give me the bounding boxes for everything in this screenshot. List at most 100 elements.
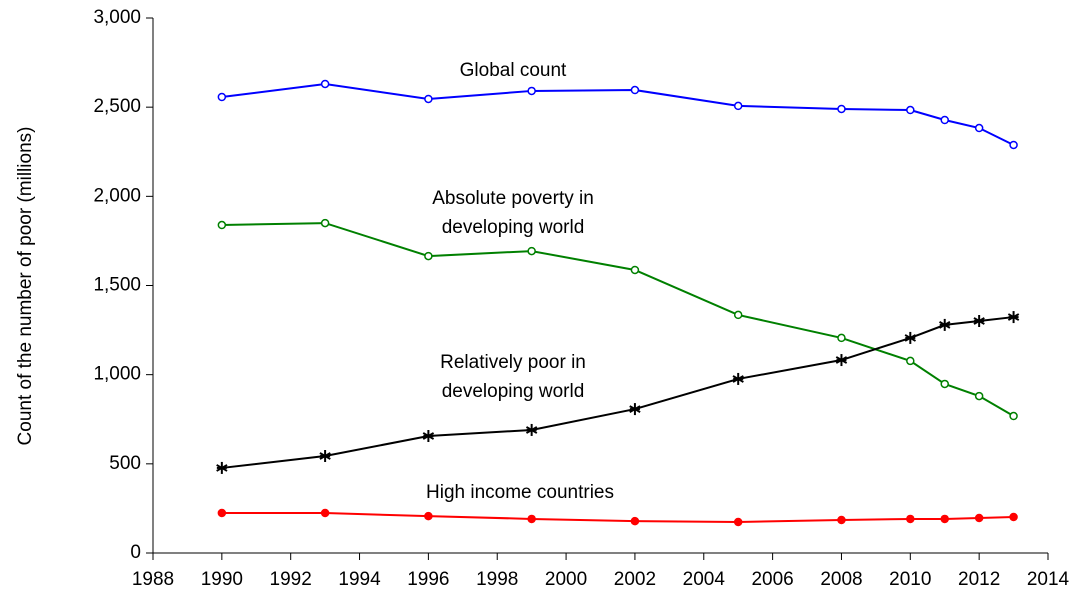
point — [1009, 512, 1018, 522]
point — [527, 246, 536, 256]
point — [216, 461, 228, 474]
point — [940, 514, 949, 524]
point — [217, 92, 227, 102]
point-circle — [1009, 140, 1018, 150]
y-tick-label: 1,000 — [93, 364, 141, 385]
point-circle — [733, 517, 743, 527]
point — [974, 391, 984, 401]
point — [630, 85, 640, 95]
point — [320, 79, 330, 89]
x-tick-label: 2008 — [820, 569, 862, 590]
point-circle — [217, 92, 227, 102]
point — [319, 449, 331, 462]
x-tick-label: 2014 — [1027, 569, 1070, 590]
x-tick-label: 2010 — [889, 569, 931, 590]
x-tick-label: 2006 — [751, 569, 793, 590]
point — [424, 511, 433, 521]
point — [906, 356, 915, 366]
point — [837, 333, 846, 343]
point — [973, 314, 985, 327]
point — [733, 310, 743, 320]
x-tick-label: 1990 — [201, 569, 243, 590]
x-tick-label: 1988 — [132, 569, 174, 590]
y-tick-label: 3,000 — [93, 7, 141, 28]
point — [424, 251, 433, 261]
point — [939, 318, 951, 331]
point-circle — [906, 105, 915, 115]
point — [904, 331, 917, 344]
point — [1009, 140, 1018, 150]
point-circle — [630, 265, 640, 275]
point-circle — [527, 86, 536, 96]
point — [733, 101, 743, 111]
x-tick-label: 2012 — [958, 569, 1000, 590]
point-circle — [320, 79, 330, 89]
point-circle — [424, 94, 433, 104]
point-circle — [733, 101, 743, 111]
point-circle — [837, 515, 846, 525]
point-circle — [974, 513, 984, 523]
y-tick-label: 2,500 — [93, 96, 141, 117]
point — [835, 354, 848, 367]
point-circle — [217, 508, 227, 518]
point — [527, 86, 536, 96]
x-tick-label: 2002 — [614, 569, 656, 590]
y-tick-label: 2,000 — [93, 185, 141, 206]
point-circle — [1009, 411, 1018, 421]
x-tick-label: 1992 — [270, 569, 312, 590]
point-circle — [424, 511, 433, 521]
point — [906, 514, 915, 524]
point-circle — [1009, 512, 1018, 522]
point-circle — [527, 514, 536, 524]
point — [320, 218, 330, 228]
point — [422, 430, 435, 443]
x-tick-label: 2004 — [683, 569, 726, 590]
point-circle — [217, 220, 227, 230]
point — [424, 94, 433, 104]
series-label: Absolute poverty in developing world — [432, 188, 594, 238]
point — [974, 123, 984, 133]
point-circle — [630, 516, 640, 526]
point — [527, 514, 536, 524]
point-circle — [320, 508, 330, 518]
series-line — [221, 512, 1014, 523]
series-label: Global count — [459, 60, 567, 81]
point-circle — [906, 356, 915, 366]
point-circle — [527, 246, 536, 256]
point-circle — [974, 391, 984, 401]
y-tick-label: 0 — [130, 542, 141, 563]
point-circle — [906, 514, 915, 524]
point-circle — [940, 115, 949, 125]
series-label: Relatively poor in developing world — [440, 352, 586, 402]
point-circle — [974, 123, 984, 133]
point — [217, 220, 227, 230]
y-tick-label: 1,500 — [93, 275, 141, 296]
point-circle — [940, 379, 949, 389]
point-circle — [320, 218, 330, 228]
x-tick-label: 1996 — [407, 569, 449, 590]
point — [1007, 311, 1020, 324]
point — [1009, 411, 1018, 421]
point — [320, 508, 330, 518]
point — [940, 115, 949, 125]
x-tick-label: 1998 — [476, 569, 518, 590]
point-circle — [837, 333, 846, 343]
point-circle — [630, 85, 640, 95]
y-tick-label: 500 — [109, 453, 141, 474]
y-axis-label: Count of the number of poor (millions) — [15, 127, 36, 446]
point — [974, 513, 984, 523]
point — [940, 379, 949, 389]
point — [837, 515, 846, 525]
series-label: High income countries — [426, 482, 614, 503]
point-circle — [733, 310, 743, 320]
point — [630, 516, 640, 526]
point — [906, 105, 915, 115]
point — [837, 104, 846, 114]
point — [733, 517, 743, 527]
x-tick-label: 2000 — [545, 569, 587, 590]
x-tick-label: 1994 — [338, 569, 381, 590]
point-circle — [837, 104, 846, 114]
point — [732, 372, 744, 385]
point-circle — [940, 514, 949, 524]
